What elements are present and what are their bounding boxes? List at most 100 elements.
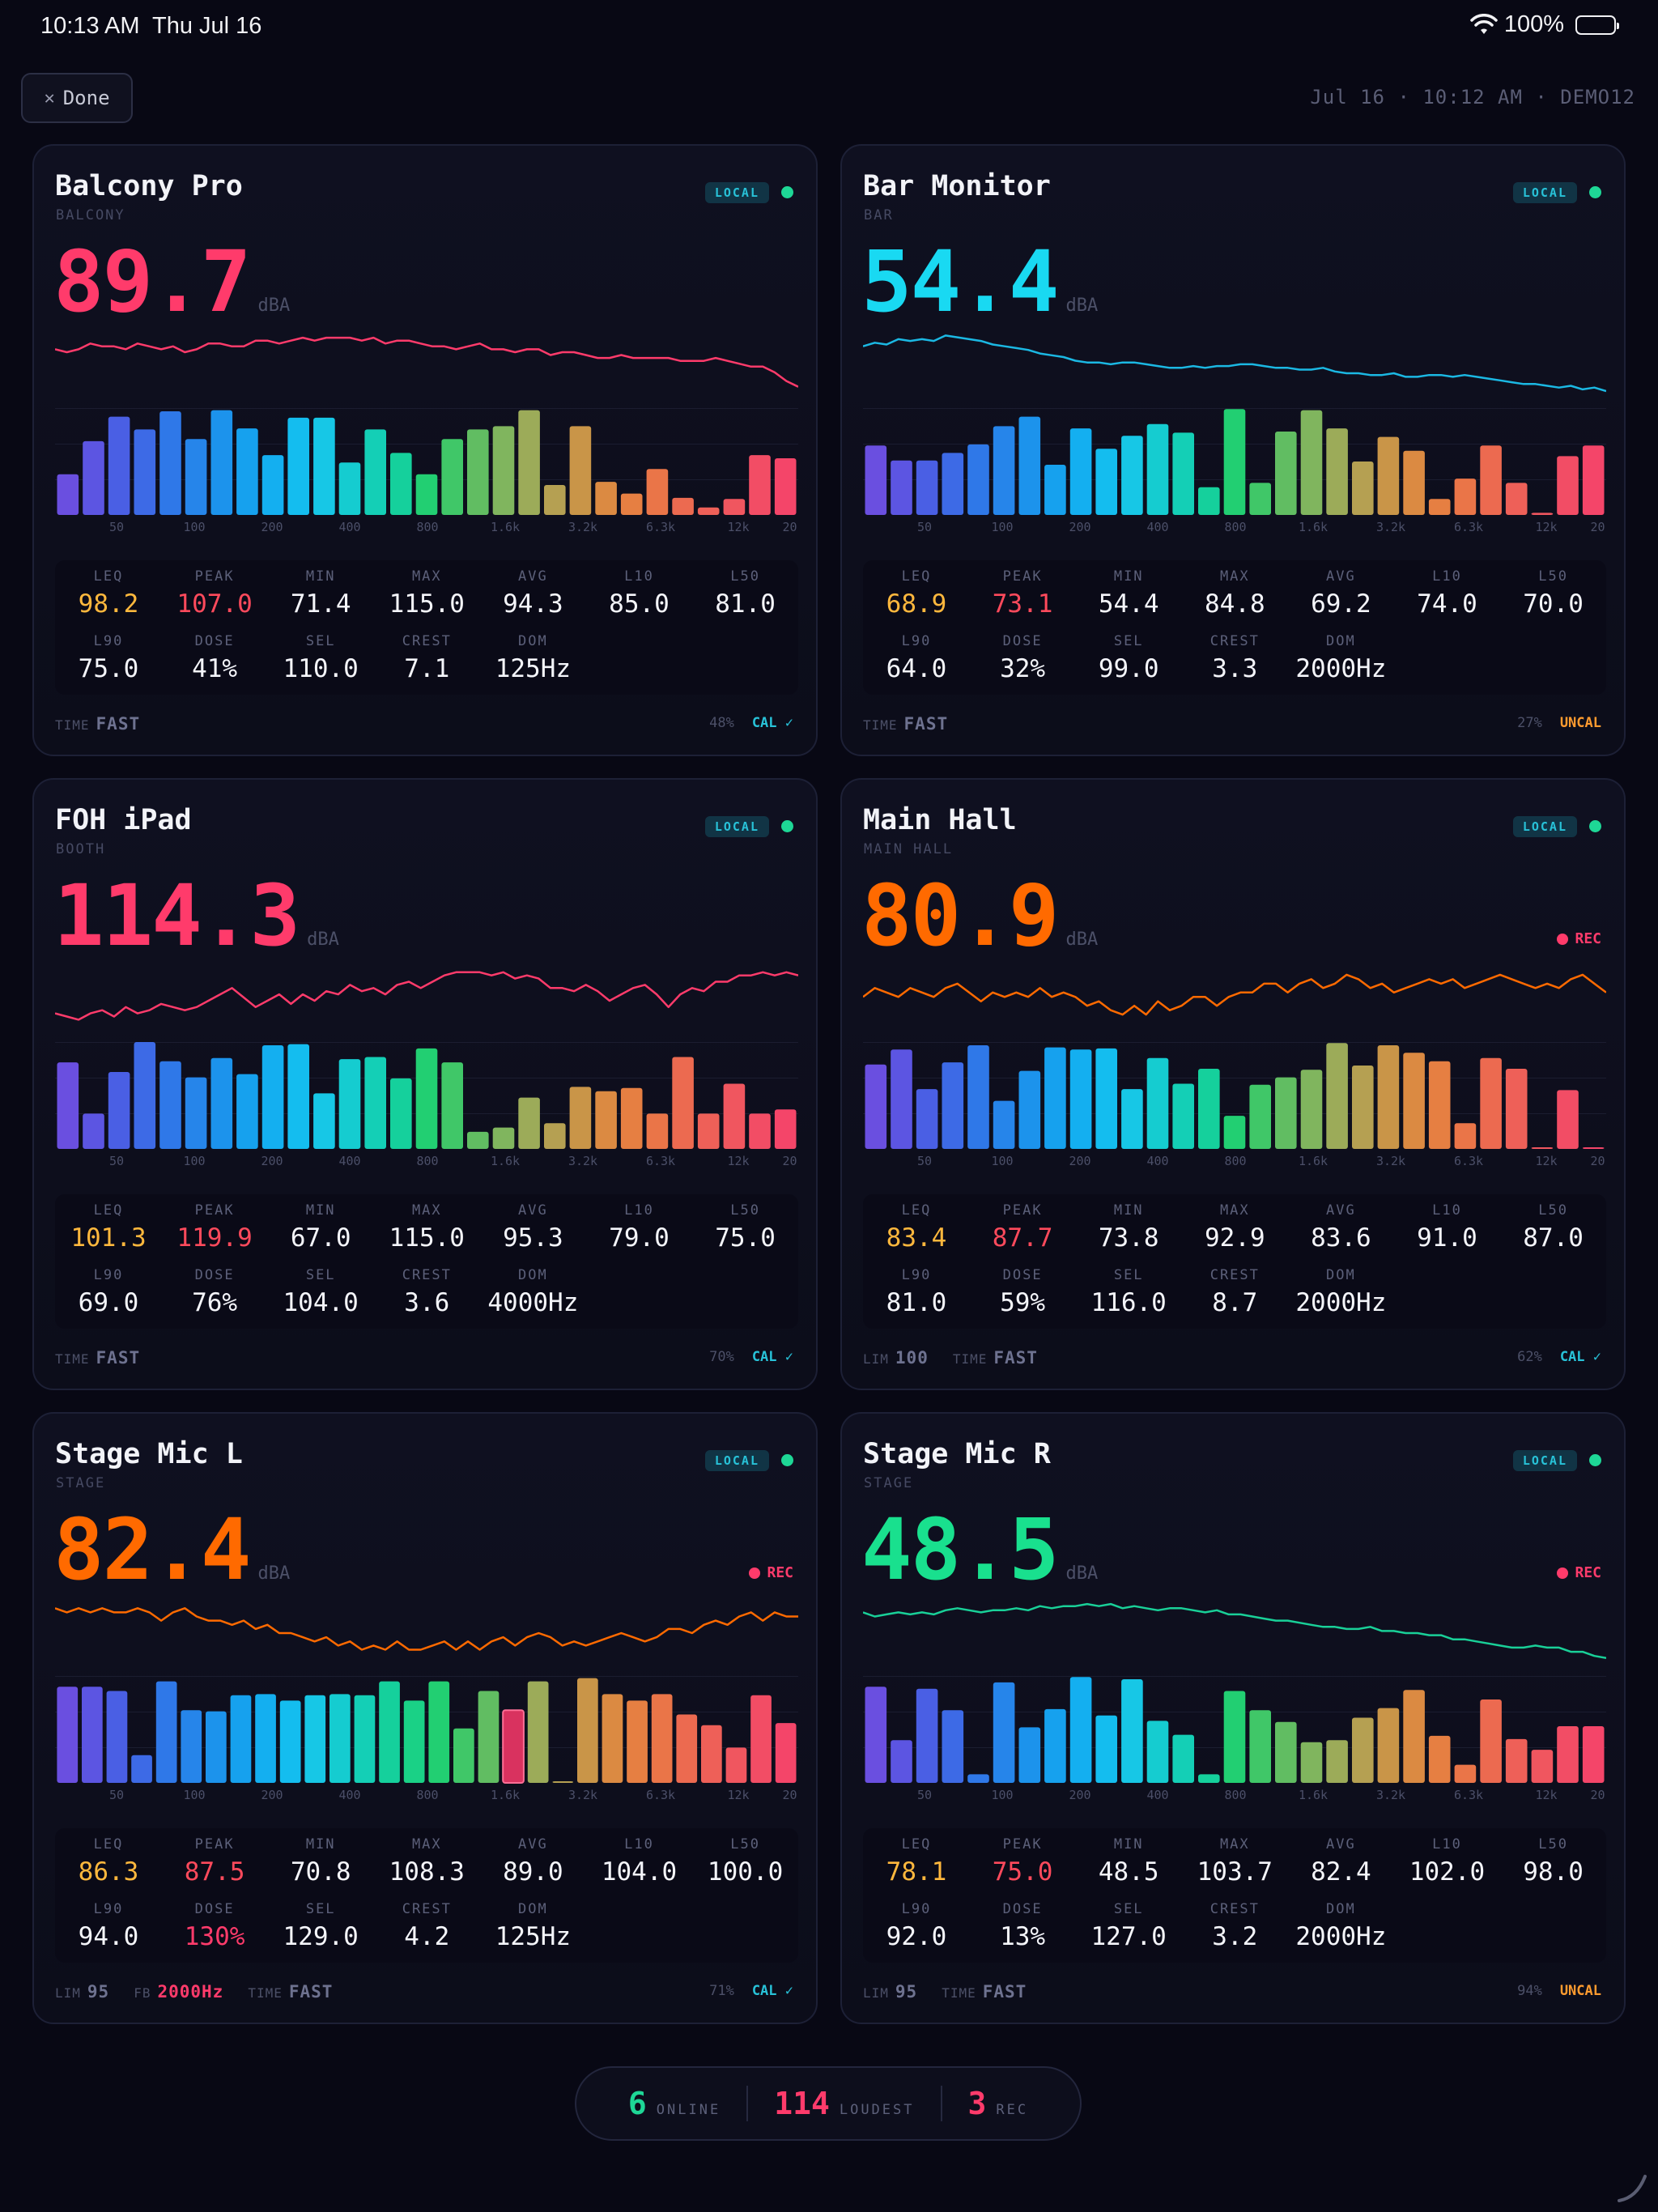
spectrum-bar — [338, 1059, 361, 1149]
level-trend-line — [863, 973, 1606, 1016]
spectrum-bar — [1326, 1740, 1348, 1783]
spectrum-chart: 50 100 200 400 800 1.6k 3.2k 6.3k 12k 20k — [863, 408, 1606, 534]
metric-value: 86.3 — [78, 1857, 139, 1887]
metric-max: MAX 103.7 — [1181, 1836, 1288, 1887]
frequency-tick-label: 3.2k — [568, 1154, 597, 1168]
frequency-tick-label: 1.6k — [491, 1154, 520, 1168]
metric-min: MIN 67.0 — [267, 1202, 374, 1253]
frequency-tick-label: 50 — [109, 1154, 124, 1168]
frequency-tick-label: 800 — [1224, 520, 1246, 534]
rec-badge: REC — [1557, 930, 1601, 947]
metric-min: MIN 73.8 — [1075, 1202, 1182, 1253]
metric-value: 2000Hz — [1295, 1922, 1387, 1951]
spectrum-bar — [1352, 1066, 1374, 1149]
limit-value: 95 — [895, 1982, 918, 2001]
spectrum-bar — [544, 1123, 566, 1149]
spectrum-bar — [390, 1078, 412, 1149]
meter-card[interactable]: FOH iPad BOOTH LOCAL 114.3 dBA 50 100 200 400 800… — [32, 778, 818, 1390]
metric-value: 102.0 — [1409, 1857, 1486, 1887]
battery-icon — [1575, 15, 1619, 35]
spectrum-bar — [1377, 436, 1400, 515]
metric-max: MAX 115.0 — [373, 1202, 480, 1253]
meter-card[interactable]: Stage Mic L STAGE LOCAL 82.4 dBA REC 50 100 200 4… — [32, 1412, 818, 2024]
metric-value: 99.0 — [1098, 654, 1159, 683]
done-button[interactable]: ✕ Done — [21, 73, 133, 123]
spectrum-bar — [527, 1681, 549, 1783]
spectrum-bar — [364, 1057, 386, 1149]
spectrum-chart: 50 100 200 400 800 1.6k 3.2k 6.3k 12k 20k — [863, 1042, 1606, 1168]
metrics-panel: LEQ 78.1 PEAK 75.0 MIN 48.5 MAX 103.7 AVG 82.4 L10… — [863, 1828, 1606, 1963]
meter-card[interactable]: Main Hall MAIN HALL LOCAL 80.9 dBA REC 50 100 20… — [840, 778, 1626, 1390]
online-status-dot — [781, 820, 793, 832]
metric-label: L90 — [93, 633, 124, 649]
metric-label: DOM — [1326, 1901, 1356, 1917]
metric-label: SEL — [1113, 1901, 1144, 1917]
level-trend-line — [55, 336, 798, 388]
spectrum-bar — [1480, 1699, 1502, 1783]
metric-value: 108.3 — [389, 1857, 465, 1887]
time-weighting-value: FAST — [96, 1348, 141, 1368]
spectrum-bar — [891, 1049, 912, 1149]
spectrum-bar — [1018, 1727, 1041, 1783]
spectrum-bar — [57, 1687, 79, 1783]
online-status-dot — [1589, 1454, 1601, 1466]
spectrum-bar — [415, 474, 438, 515]
spectrum-bar — [428, 1681, 450, 1783]
spectrum-bar — [518, 410, 540, 515]
metric-value: 4.2 — [404, 1922, 450, 1951]
metric-crest: CREST 3.6 — [373, 1267, 480, 1317]
metric-label: PEAK — [1002, 1836, 1043, 1853]
level-reading: 48.5 dBA — [861, 1499, 1098, 1601]
level-trend-line — [55, 971, 798, 1021]
metric-value: 116.0 — [1090, 1288, 1167, 1317]
spectrum-bar — [1223, 409, 1246, 515]
footer-status: 27% UNCAL — [1517, 715, 1601, 731]
spectrum-bar — [441, 1062, 463, 1149]
spectrum-bar — [185, 1077, 207, 1149]
metric-label: AVG — [518, 1202, 548, 1219]
metric-label: DOM — [518, 633, 548, 649]
spectrum-bar — [1044, 465, 1066, 515]
metric-label: MIN — [305, 1836, 336, 1853]
metric-value: 100.0 — [707, 1857, 784, 1887]
divider — [746, 2086, 749, 2121]
meter-card[interactable]: Balcony Pro BALCONY LOCAL 89.7 dBA 50 100 200 40… — [32, 144, 818, 756]
spectrum-bar — [942, 1710, 964, 1783]
spectrum-bar — [1300, 410, 1323, 515]
spectrum-bar — [672, 1057, 694, 1149]
metric-value: 7.1 — [404, 654, 450, 683]
metric-max: MAX 108.3 — [373, 1836, 480, 1887]
footer-status: 94% UNCAL — [1517, 1983, 1601, 1999]
level-unit: dBA — [257, 296, 291, 316]
metric-label: L10 — [1432, 1202, 1462, 1219]
spectrum-bar — [354, 1695, 376, 1783]
spectrum-bar — [1198, 487, 1220, 515]
level-value: 82.4 — [53, 1500, 251, 1599]
metric-label: DOM — [1326, 633, 1356, 649]
metric-value: 98.2 — [78, 589, 139, 619]
resize-handle-icon[interactable] — [1613, 2167, 1652, 2206]
frequency-tick-label: 100 — [991, 520, 1013, 534]
rec-dot-icon — [1557, 933, 1569, 945]
spectrum-bar — [1300, 1742, 1323, 1783]
meter-card[interactable]: Bar Monitor BAR LOCAL 54.4 dBA 50 100 200 400 800… — [840, 144, 1626, 756]
spectrum-bar — [236, 1074, 258, 1149]
metric-max: MAX 92.9 — [1181, 1202, 1288, 1253]
frequency-tick-label: 800 — [1224, 1788, 1246, 1802]
meter-card[interactable]: Stage Mic R STAGE LOCAL 48.5 dBA REC 50 100 200 4… — [840, 1412, 1626, 2024]
metric-label: L90 — [901, 1267, 932, 1283]
metric-dose: DOSE 13% — [969, 1901, 1076, 1951]
metric-leq: LEQ 86.3 — [55, 1836, 162, 1887]
metric-label: L10 — [1432, 568, 1462, 585]
battery-level: 94% — [1517, 1983, 1542, 1999]
metric-label: DOM — [518, 1267, 548, 1283]
metric-label: AVG — [1326, 568, 1356, 585]
metric-label: MIN — [305, 1202, 336, 1219]
frequency-tick-label: 400 — [1146, 1154, 1168, 1168]
feedback-value: 2000Hz — [157, 1982, 224, 2001]
frequency-tick-label: 1.6k — [491, 520, 520, 534]
level-reading: 114.3 dBA — [53, 866, 339, 967]
level-reading: 54.4 dBA — [861, 232, 1098, 333]
metric-value: 78.1 — [886, 1857, 947, 1887]
summary-rec: 3 REC — [942, 2086, 1055, 2121]
